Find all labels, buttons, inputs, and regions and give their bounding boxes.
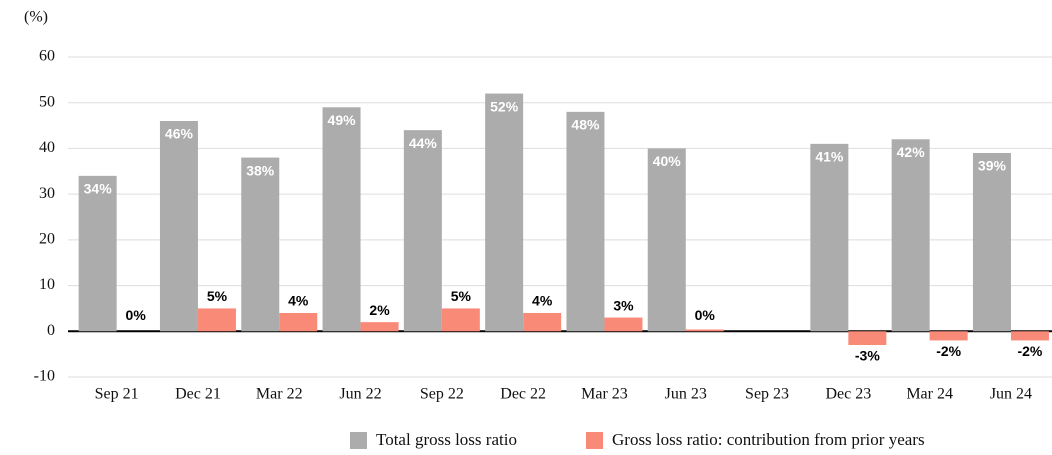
x-tick-label: Sep 21: [95, 386, 139, 403]
bar: [523, 313, 562, 332]
bar: [929, 331, 968, 341]
legend-label: Gross loss ratio: contribution from prio…: [612, 430, 925, 449]
bar: [891, 139, 930, 332]
value-label: 48%: [571, 117, 600, 133]
bar: [566, 111, 605, 332]
x-tick-label: Sep 23: [745, 386, 789, 403]
value-label: 38%: [246, 162, 275, 178]
value-label: 39%: [978, 158, 1007, 174]
legend-swatch: [586, 432, 603, 449]
x-tick-label: Dec 22: [500, 386, 546, 403]
bar: [241, 157, 280, 332]
bar: [197, 308, 236, 332]
x-tick-label: Sep 22: [420, 386, 464, 403]
value-label: 41%: [815, 149, 844, 165]
value-label: 34%: [84, 181, 113, 197]
x-tick-label: Mar 24: [906, 386, 953, 403]
bar: [1010, 331, 1049, 341]
value-label: 3%: [613, 297, 634, 313]
legend-swatch: [350, 432, 367, 449]
bar: [403, 130, 442, 332]
y-tick-label: 60: [39, 48, 55, 65]
y-tick-label: 0: [47, 322, 55, 339]
bar: [972, 153, 1011, 332]
value-label: -2%: [936, 343, 961, 359]
value-label: 52%: [490, 98, 519, 114]
legend-label: Total gross loss ratio: [376, 430, 517, 449]
bar: [441, 308, 480, 332]
x-tick-label: Jun 22: [339, 386, 381, 403]
bar: [647, 148, 686, 332]
value-label: 46%: [165, 126, 194, 142]
value-label: 44%: [409, 135, 438, 151]
value-label: 0%: [695, 307, 716, 323]
y-tick-label: 10: [39, 276, 55, 293]
value-label: -3%: [855, 348, 880, 364]
bar: [685, 329, 724, 332]
x-tick-label: Mar 23: [581, 386, 628, 403]
y-tick-label: 20: [39, 231, 55, 248]
bar: [360, 322, 399, 332]
bar: [159, 121, 198, 332]
value-label: 0%: [126, 307, 147, 323]
x-tick-label: Dec 23: [825, 386, 871, 403]
bar: [322, 107, 361, 332]
value-label: 42%: [897, 144, 926, 160]
bar: [279, 313, 318, 332]
bar: [848, 331, 887, 345]
bar: [78, 175, 117, 332]
x-tick-label: Dec 21: [175, 386, 221, 403]
value-label: 2%: [369, 302, 390, 318]
x-tick-label: Jun 24: [990, 386, 1032, 403]
bar: [485, 93, 524, 332]
value-label: 49%: [328, 112, 357, 128]
value-label: -2%: [1017, 343, 1042, 359]
x-tick-label: Mar 22: [256, 386, 303, 403]
value-label: 4%: [288, 293, 309, 309]
value-label: 4%: [532, 293, 553, 309]
bar: [810, 143, 849, 332]
bar: [604, 317, 643, 332]
y-unit-label: (%): [24, 9, 48, 26]
value-label: 5%: [451, 288, 472, 304]
value-label: 5%: [207, 288, 228, 304]
y-tick-label: 30: [39, 185, 55, 202]
y-tick-label: 40: [39, 139, 55, 156]
x-tick-label: Jun 23: [665, 386, 707, 403]
y-tick-label: -10: [34, 368, 55, 385]
value-label: 40%: [653, 153, 682, 169]
y-tick-label: 50: [39, 93, 55, 110]
